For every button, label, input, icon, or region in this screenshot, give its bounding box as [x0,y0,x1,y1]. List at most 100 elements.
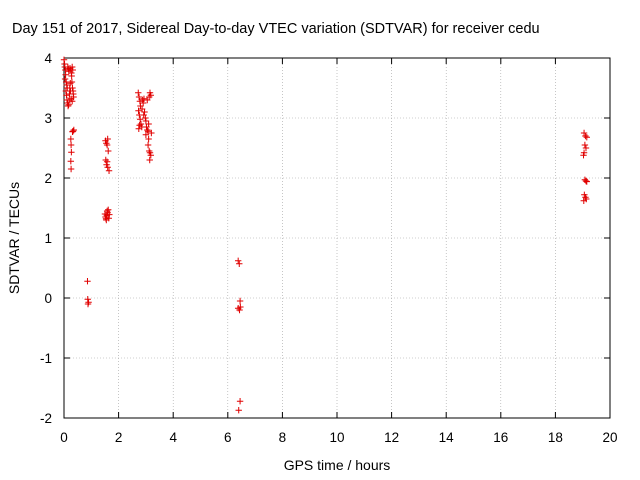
y-tick-label: 3 [44,111,52,126]
grid [64,58,610,418]
y-axis-label: SDTVAR / TECUs [6,182,22,294]
data-point [583,134,590,141]
x-tick-label: 0 [60,430,68,445]
data-point [68,78,76,86]
data-point [135,125,143,132]
x-tick-label: 4 [169,430,177,445]
data-point [69,66,76,74]
data-point [146,156,153,164]
data-point [145,135,152,143]
data-point [144,126,151,134]
data-point [105,215,112,222]
data-point [105,167,113,174]
data-point [138,105,146,113]
data-point [147,92,155,99]
data-point [104,135,111,143]
chart-title: Day 151 of 2017, Sidereal Day-to-day VTE… [12,21,540,37]
data-point [135,107,142,114]
data-point [61,75,69,83]
x-axis-ticks: 0 2 4 6 8 10 12 14 16 18 20 [60,58,618,445]
y-tick-label: 1 [44,231,52,246]
x-tick-label: 20 [602,430,617,445]
x-tick-label: 6 [224,430,232,445]
data-point [68,63,76,71]
data-point [139,99,147,107]
data-point [582,144,590,152]
data-point [147,152,155,159]
data-point [142,131,150,138]
data-point [102,215,110,222]
x-axis-label: GPS time / hours [284,457,391,473]
x-tick-label: 16 [493,430,508,445]
data-point [68,72,75,80]
data-point [580,152,587,159]
data-point [236,306,243,314]
y-tick-label: 4 [44,51,52,66]
data-point [583,195,590,203]
data-point [62,71,69,78]
data-point [67,158,75,165]
data-point [135,89,142,96]
data-point [64,102,72,110]
data-point [582,132,589,140]
data-point [60,56,68,63]
y-tick-label: -1 [40,351,52,366]
data-point [63,81,70,89]
data-point [63,92,70,99]
data-point [136,116,144,123]
data-point [142,117,150,125]
data-point [67,135,75,143]
data-points [60,56,590,414]
data-point [135,93,143,101]
data-point [105,206,112,213]
data-point [144,96,151,104]
data-point [582,177,590,185]
data-point [140,111,147,119]
data-point [235,407,242,414]
data-point [67,80,74,87]
data-point [136,98,144,105]
data-point [144,141,152,149]
data-point [581,141,589,149]
data-point [67,95,75,102]
data-point [144,128,152,135]
data-point [580,129,588,137]
y-tick-label: 0 [44,291,52,306]
data-point [65,101,72,108]
data-point [67,165,75,173]
data-point [105,147,112,155]
data-point [67,141,75,149]
data-point [236,398,244,405]
data-point [583,178,590,185]
data-point [106,211,113,218]
x-tick-label: 8 [279,430,287,445]
data-point [145,120,152,128]
data-point [236,297,244,305]
data-point [103,158,111,165]
data-point [137,120,145,128]
x-tick-label: 2 [115,430,123,445]
y-tick-label: 2 [44,171,52,186]
data-point [234,257,242,264]
x-tick-label: 12 [384,430,399,445]
data-point [68,149,75,156]
data-point [62,78,70,86]
data-point [103,141,111,149]
x-tick-label: 10 [329,430,344,445]
data-point [237,303,244,311]
x-tick-label: 14 [439,430,455,445]
data-point [136,122,143,129]
data-point [142,114,149,122]
data-point [140,95,148,102]
data-point [104,164,111,171]
data-point [103,207,111,215]
x-tick-label: 18 [548,430,563,445]
data-point [69,128,76,135]
data-point [84,278,91,285]
y-tick-label: -2 [40,411,52,426]
data-point [85,299,92,306]
data-point [148,129,155,137]
y-axis-ticks: -2 -1 0 1 2 3 4 [40,51,610,426]
data-point [236,260,243,267]
data-point [69,128,77,135]
